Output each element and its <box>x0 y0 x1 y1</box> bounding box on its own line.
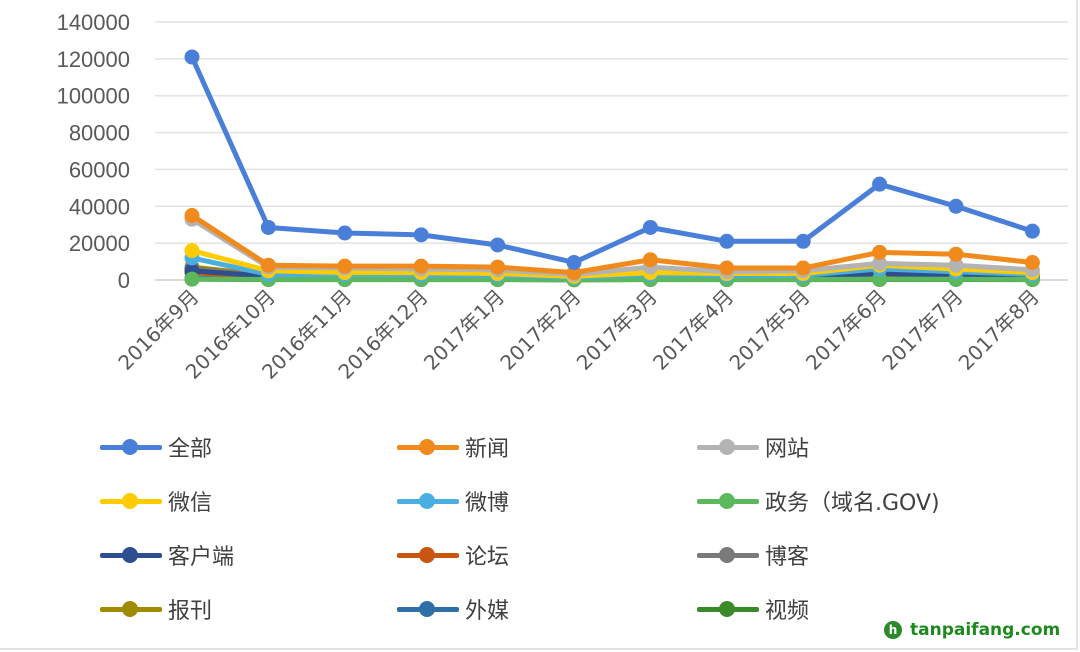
data-point <box>719 260 735 276</box>
data-point <box>795 233 811 249</box>
legend-item: 论坛 <box>397 539 509 571</box>
legend-label: 外媒 <box>465 599 510 624</box>
series-line <box>190 213 1033 276</box>
legend-swatch-icon <box>100 599 162 619</box>
series-line <box>191 276 1033 283</box>
legend-swatch-icon <box>697 545 759 565</box>
legend-item: 视频 <box>697 593 809 625</box>
data-point <box>948 246 964 262</box>
y-tick-label: 120000 <box>57 47 130 72</box>
legend-label: 全部 <box>168 437 213 462</box>
legend-label: 微博 <box>465 491 510 516</box>
data-point <box>795 260 811 276</box>
legend-label: 客户端 <box>168 545 235 570</box>
data-point <box>260 257 276 273</box>
legend-swatch-icon <box>100 437 162 457</box>
legend-swatch-icon <box>100 545 162 565</box>
legend-label: 博客 <box>765 545 810 570</box>
y-tick-label: 80000 <box>69 121 130 146</box>
data-point <box>184 208 200 223</box>
legend-item: 全部 <box>100 431 212 463</box>
data-point <box>184 243 200 259</box>
watermark-logo: h tanpaifang.com <box>884 620 1060 640</box>
y-tick-label: 40000 <box>69 194 130 219</box>
legend-swatch-icon <box>100 491 162 511</box>
x-tick-label: 2017年1月 <box>419 285 509 375</box>
legend-swatch-icon <box>697 599 759 619</box>
legend-item: 报刊 <box>100 593 212 625</box>
x-tick-label: 2017年2月 <box>495 285 585 375</box>
data-point <box>872 244 888 260</box>
x-tick-label: 2017年3月 <box>572 285 662 375</box>
y-tick-label: 140000 <box>57 10 130 35</box>
data-point <box>413 258 429 274</box>
legend-label: 微信 <box>168 491 213 516</box>
legend-item: 博客 <box>697 539 809 571</box>
data-point <box>948 257 964 273</box>
x-tick-label: 2017年7月 <box>877 285 967 375</box>
y-tick-label: 100000 <box>57 84 130 109</box>
legend-label: 论坛 <box>465 545 510 570</box>
legend-swatch-icon <box>697 491 759 511</box>
data-point <box>184 271 200 287</box>
data-point <box>337 258 353 274</box>
y-tick-label: 0 <box>118 268 130 293</box>
legend-item: 微信 <box>100 485 212 517</box>
legend-item: 政务（域名.GOV) <box>697 485 940 517</box>
data-point <box>566 254 582 270</box>
legend-label: 报刊 <box>168 599 213 624</box>
legend-item: 外媒 <box>397 593 509 625</box>
data-point <box>337 225 353 241</box>
legend-label: 新闻 <box>465 437 510 462</box>
x-tick-label: 2017年4月 <box>648 285 738 375</box>
legend-item: 网站 <box>697 431 809 463</box>
data-point <box>719 233 735 249</box>
data-point <box>413 227 429 243</box>
legend-item: 微博 <box>397 485 509 517</box>
data-point <box>1024 254 1040 270</box>
legend-item: 新闻 <box>397 431 509 463</box>
legend-label: 视频 <box>765 599 810 624</box>
data-point <box>490 259 506 275</box>
legend-label: 政务（域名.GOV) <box>765 491 940 516</box>
series-line <box>189 55 1034 265</box>
legend-swatch-icon <box>397 491 459 511</box>
data-point <box>642 219 658 235</box>
data-point <box>260 219 276 235</box>
legend-label: 网站 <box>765 437 810 462</box>
y-tick-label: 20000 <box>69 231 130 256</box>
data-point <box>872 255 888 271</box>
y-tick-label: 60000 <box>69 157 130 182</box>
legend-item: 客户端 <box>100 539 234 571</box>
data-point <box>490 237 506 253</box>
legend-swatch-icon <box>397 599 459 619</box>
x-tick-label: 2017年6月 <box>801 285 891 375</box>
logo-icon: h <box>884 621 902 639</box>
data-point <box>948 198 964 214</box>
data-point <box>642 252 658 268</box>
watermark-text: tanpaifang.com <box>910 620 1061 640</box>
x-tick-label: 2017年8月 <box>954 285 1044 375</box>
data-point <box>184 49 200 65</box>
x-tick-label: 2017年5月 <box>724 285 814 375</box>
series-全部 <box>184 49 1040 270</box>
legend-swatch-icon <box>697 437 759 457</box>
data-point <box>1024 223 1040 239</box>
data-point <box>872 176 888 192</box>
legend-swatch-icon <box>397 545 459 565</box>
legend-swatch-icon <box>397 437 459 457</box>
